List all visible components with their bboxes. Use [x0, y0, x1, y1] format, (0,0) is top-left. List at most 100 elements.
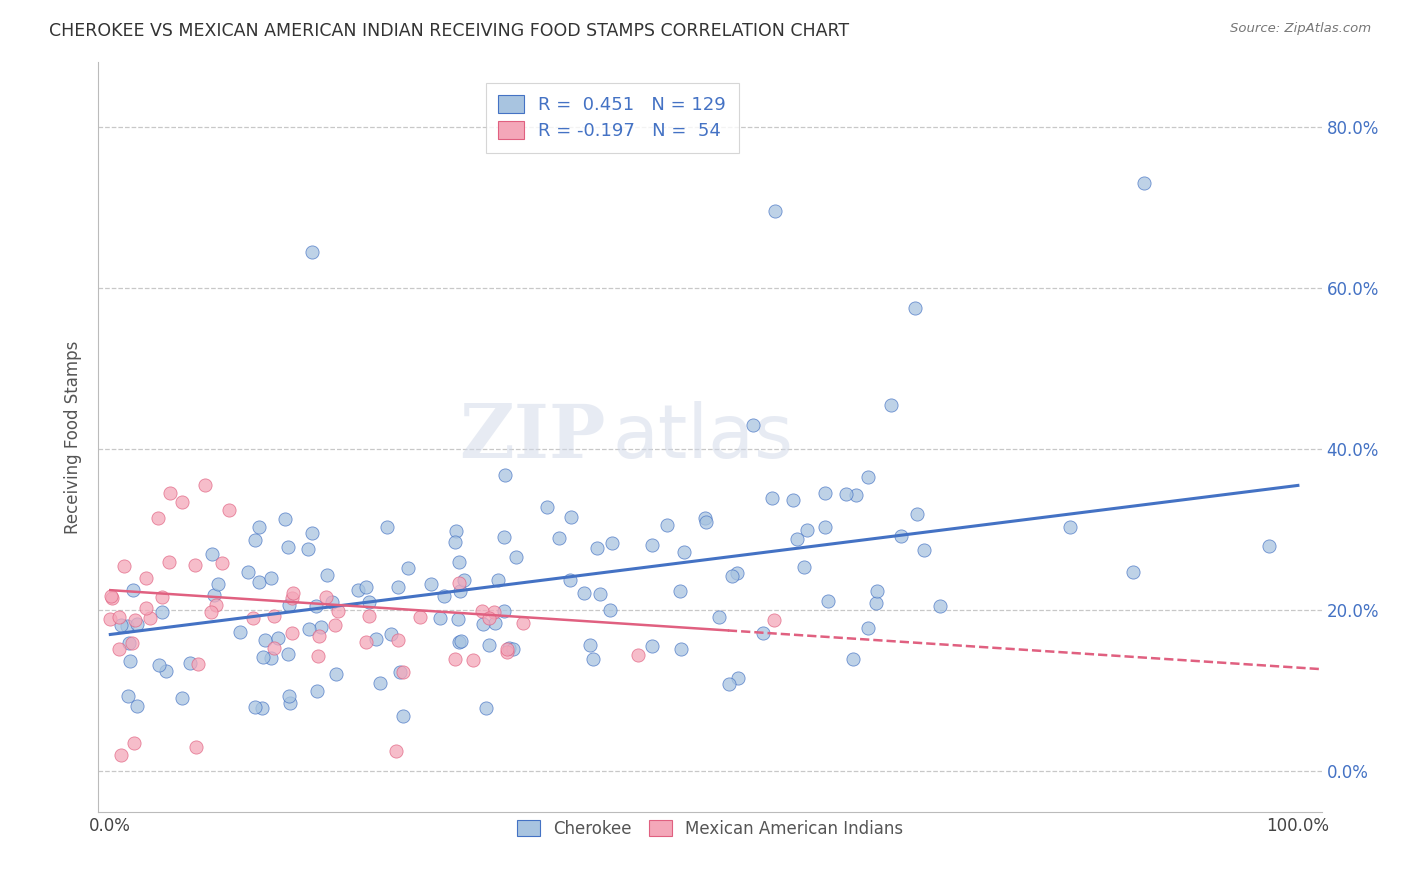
Point	[260, 650, 283, 665]
Point	[309, 620, 332, 634]
Point	[763, 613, 786, 627]
Point	[146, 510, 169, 524]
Point	[586, 541, 609, 555]
Point	[243, 533, 266, 547]
Point	[107, 609, 129, 624]
Point	[172, 690, 194, 705]
Point	[588, 587, 610, 601]
Point	[461, 653, 484, 667]
Point	[380, 627, 402, 641]
Point	[498, 641, 520, 656]
Point	[259, 571, 281, 585]
Point	[494, 468, 516, 483]
Point	[152, 605, 174, 619]
Point	[263, 641, 285, 656]
Point	[720, 569, 742, 583]
Point	[496, 645, 519, 659]
Point	[278, 689, 301, 703]
Point	[627, 648, 650, 662]
Point	[725, 566, 748, 580]
Point	[202, 587, 225, 601]
Point	[274, 512, 297, 526]
Point	[782, 492, 804, 507]
Point	[366, 632, 388, 647]
Point	[187, 657, 209, 671]
Point	[928, 599, 950, 613]
Point	[301, 244, 323, 259]
Point	[254, 632, 277, 647]
Point	[135, 601, 157, 615]
Point	[447, 555, 470, 569]
Point	[236, 565, 259, 579]
Point	[579, 638, 602, 652]
Point	[108, 641, 131, 656]
Point	[494, 604, 516, 618]
Point	[218, 502, 240, 516]
Point	[453, 574, 475, 588]
Point	[796, 523, 818, 537]
Point	[159, 486, 181, 500]
Point	[100, 612, 122, 626]
Point	[278, 599, 301, 613]
Point	[385, 744, 408, 758]
Point	[548, 531, 571, 545]
Point	[150, 590, 173, 604]
Point	[346, 583, 368, 598]
Point	[389, 665, 412, 679]
Point	[100, 589, 122, 603]
Text: Source: ZipAtlas.com: Source: ZipAtlas.com	[1230, 22, 1371, 36]
Point	[121, 636, 143, 650]
Point	[387, 580, 409, 594]
Point	[669, 642, 692, 657]
Point	[486, 574, 509, 588]
Point	[122, 736, 145, 750]
Point	[741, 417, 763, 432]
Point	[496, 641, 519, 656]
Point	[321, 595, 343, 609]
Point	[856, 621, 879, 635]
Point	[817, 594, 839, 608]
Point	[484, 615, 506, 630]
Point	[298, 622, 321, 636]
Point	[247, 575, 270, 590]
Point	[305, 684, 328, 698]
Point	[560, 510, 582, 524]
Point	[127, 698, 149, 713]
Point	[357, 595, 380, 609]
Point	[135, 571, 157, 585]
Point	[763, 204, 786, 219]
Point	[582, 652, 605, 666]
Point	[211, 556, 233, 570]
Point	[392, 665, 415, 679]
Point	[845, 488, 868, 502]
Point	[387, 632, 409, 647]
Point	[786, 533, 808, 547]
Point	[574, 586, 596, 600]
Point	[277, 648, 299, 662]
Point	[267, 631, 290, 645]
Point	[297, 541, 319, 556]
Point	[247, 519, 270, 533]
Point	[392, 708, 415, 723]
Point	[727, 671, 749, 685]
Point	[157, 555, 180, 569]
Point	[761, 491, 783, 505]
Point	[814, 486, 837, 500]
Point	[409, 610, 432, 624]
Point	[283, 586, 305, 600]
Point	[447, 575, 470, 590]
Point	[375, 519, 398, 533]
Point	[672, 545, 695, 559]
Point	[118, 654, 141, 668]
Point	[512, 616, 534, 631]
Point	[478, 611, 501, 625]
Point	[695, 515, 717, 529]
Point	[641, 538, 664, 552]
Point	[429, 611, 451, 625]
Point	[117, 636, 139, 650]
Point	[278, 697, 301, 711]
Point	[890, 529, 912, 543]
Point	[856, 469, 879, 483]
Point	[252, 700, 274, 714]
Point	[139, 611, 162, 625]
